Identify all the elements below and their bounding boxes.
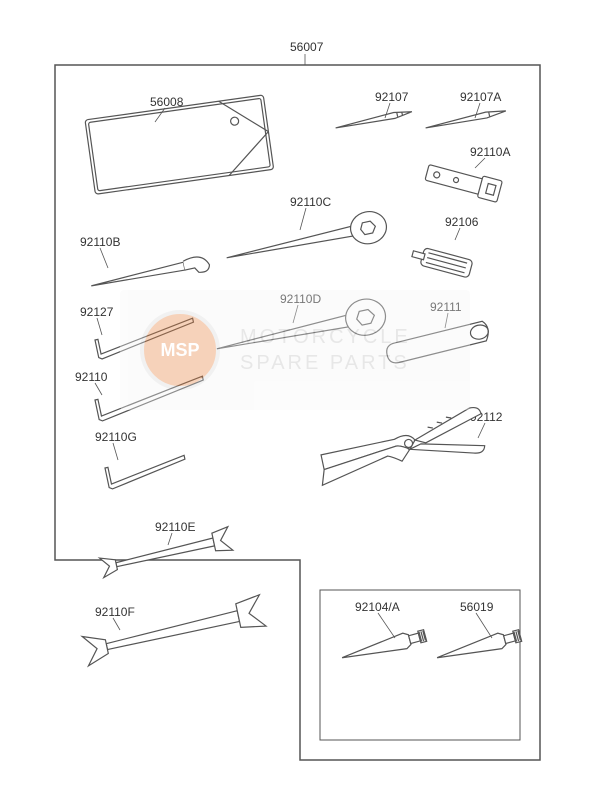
screwdriver-bit-1 <box>335 109 413 131</box>
screwdriver-handle <box>410 245 473 278</box>
pliers <box>313 406 489 486</box>
watermark-line2: SPARE PARTS <box>240 350 411 376</box>
tube-2 <box>435 628 522 666</box>
ring-wrench-1 <box>223 208 389 273</box>
socket-wrench <box>424 162 502 203</box>
watermark-badge: MSP <box>140 310 220 390</box>
diagram-container: 56007 56008 92107 92107A 92110A 92110C 9… <box>0 0 589 799</box>
tube-1 <box>340 628 427 666</box>
open-wrench-2 <box>81 595 266 666</box>
watermark-text: MOTORCYCLE SPARE PARTS <box>240 324 411 376</box>
screwdriver-bit-2 <box>425 108 506 131</box>
watermark-line1: MOTORCYCLE <box>240 324 411 350</box>
tool-pouch <box>85 95 274 194</box>
watermark: MSP MOTORCYCLE SPARE PARTS <box>120 290 470 410</box>
open-wrench-1 <box>99 527 233 578</box>
